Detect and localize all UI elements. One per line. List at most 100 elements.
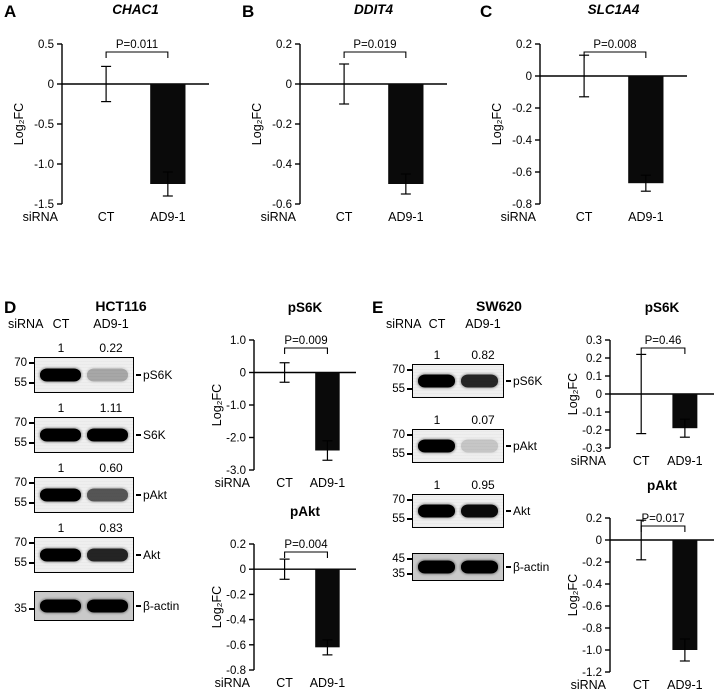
band-quantification: 1 [433, 478, 441, 492]
y-tick-label: 0 [596, 389, 602, 401]
chart-chac1: CHAC1 0.5 0 -0.5 -1.0 -1.5 Log₂FC CT AD9-1 siRNA P… [12, 0, 217, 235]
bar-AD9-1 [628, 76, 664, 184]
y-tick-label: -0.3 [582, 443, 602, 455]
band-quantification: 0.83 [99, 521, 123, 535]
quantification-row: 1 1.11 [8, 401, 208, 415]
significance-bracket [640, 347, 686, 354]
quantification-row: 1 0.95 [386, 478, 581, 492]
y-axis-label: Log₂FC [566, 574, 580, 616]
p-value-label: P=0.46 [645, 335, 682, 347]
band-quantification: 1 [57, 341, 65, 355]
protein-label: pS6K [506, 364, 542, 398]
band-quantification: 1 [57, 401, 65, 415]
category-label: CT [98, 210, 115, 224]
chart-title: pS6K [645, 300, 680, 315]
mw-markers: 45 35 [386, 553, 412, 581]
y-tick-label: -0.4 [226, 615, 246, 627]
cell-line-title: SW620 [476, 298, 522, 314]
chart-svg: CHAC1 0.5 0 -0.5 -1.0 -1.5 Log₂FC CT AD9-1 siRNA P… [12, 2, 209, 224]
bar-AD9-1 [315, 569, 340, 648]
mw-marker: 35 [392, 568, 412, 580]
y-tick-label: 0 [48, 79, 54, 91]
mw-markers: 70 55 [8, 357, 34, 393]
panel-letter-e: E [372, 298, 384, 317]
protein-label: S6K [136, 417, 166, 453]
panel-letter-b: B [242, 2, 255, 21]
western-blots-hct116: HCT116 siRNA CT AD9-1 1 0.22 70 55 pS6K 1 1.11 70 55… [8, 298, 208, 621]
lane-label: CT [428, 317, 446, 331]
significance-bracket [284, 551, 328, 558]
protein-band [39, 428, 82, 442]
mw-marker: 55 [14, 557, 34, 569]
protein-label: pAkt [506, 429, 537, 463]
band-quantification: 0.95 [471, 478, 495, 492]
cell-line-title: HCT116 [95, 298, 147, 314]
blot-row: 70 55 S6K [8, 417, 208, 453]
mw-markers: 70 55 [386, 364, 412, 398]
mw-marker: 70 [392, 364, 412, 376]
blot-row: 70 55 Akt [386, 494, 581, 528]
protein-label: β-actin [136, 591, 179, 621]
band-quantification: 1 [433, 413, 441, 427]
blot-image [34, 477, 134, 513]
protein-label: Akt [506, 494, 530, 528]
blot-image [412, 553, 504, 581]
band-quantification: 1.11 [99, 401, 123, 415]
protein-band [417, 439, 456, 453]
y-tick-label: 0.2 [586, 513, 602, 525]
band-quantification: 0.60 [99, 461, 123, 475]
blot-row: 35 β-actin [8, 591, 208, 621]
mw-marker: 70 [392, 494, 412, 506]
protein-band [39, 548, 82, 562]
mw-marker: 70 [14, 417, 34, 429]
panel-letter-a: A [4, 2, 17, 21]
bar-AD9-1 [315, 372, 340, 451]
blot-image [34, 591, 134, 621]
panel-letter-c: C [480, 2, 493, 21]
protein-band [86, 599, 129, 613]
chart-title: SLC1A4 [588, 2, 640, 17]
blot-image [34, 357, 134, 393]
y-axis-label: Log₂FC [210, 384, 224, 426]
chart-svg: pAkt 0.2 0 -0.2 -0.4 -0.6 -0.8 -1.0 -1.2 Log₂FC CT… [566, 478, 714, 692]
p-value-label: P=0.004 [284, 539, 328, 551]
chart-svg: pS6K 0.3 0.2 0.1 0 -0.1 -0.2 -0.3 Log₂FC CT AD9-1 s… [566, 300, 714, 468]
significance-bracket [105, 51, 169, 58]
protein-label: Akt [136, 537, 160, 573]
chart-e-pakt: pAkt 0.2 0 -0.2 -0.4 -0.6 -0.8 -1.0 -1.2 Log₂FC CT… [566, 476, 722, 700]
bar-AD9-1 [150, 84, 186, 184]
protein-label: pS6K [136, 357, 172, 393]
mw-markers: 70 55 [8, 417, 34, 453]
chart-svg: SLC1A4 0.2 0 -0.2 -0.4 -0.6 -0.8 Log₂FC CT AD9-1 s… [490, 2, 687, 224]
blot-image [412, 364, 504, 398]
protein-label: pAkt [136, 477, 167, 513]
y-tick-label: -0.8 [582, 623, 602, 635]
band-quantification: 0.07 [471, 413, 495, 427]
mw-marker: 35 [14, 603, 34, 615]
x-axis-label: siRNA [571, 454, 607, 468]
chart-svg: pAkt 0.2 0 -0.2 -0.4 -0.6 -0.8 Log₂FC CT AD9-1 siR… [210, 504, 356, 690]
category-label: CT [633, 454, 650, 468]
protein-band [460, 560, 499, 574]
x-axis-label: siRNA [23, 210, 59, 224]
y-axis-label: Log₂FC [250, 103, 264, 145]
band-quantification: 1 [57, 521, 65, 535]
y-tick-label: 0 [240, 368, 246, 380]
y-tick-label: -0.2 [582, 425, 602, 437]
y-tick-label: -0.4 [582, 579, 602, 591]
x-axis-label: siRNA [215, 476, 251, 490]
category-label: AD9-1 [667, 678, 702, 692]
band-quantification: 0.82 [471, 348, 495, 362]
category-label: CT [336, 210, 353, 224]
category-label: AD9-1 [628, 210, 663, 224]
protein-band [460, 439, 499, 453]
lane-label: AD9-1 [465, 317, 501, 331]
significance-bracket [343, 51, 407, 58]
chart-title: pAkt [647, 478, 678, 493]
protein-band [460, 374, 499, 388]
y-tick-label: 0 [526, 71, 532, 83]
protein-band [39, 599, 82, 613]
lane-header: siRNA CT AD9-1 [386, 317, 581, 333]
y-tick-label: -0.5 [34, 119, 54, 131]
